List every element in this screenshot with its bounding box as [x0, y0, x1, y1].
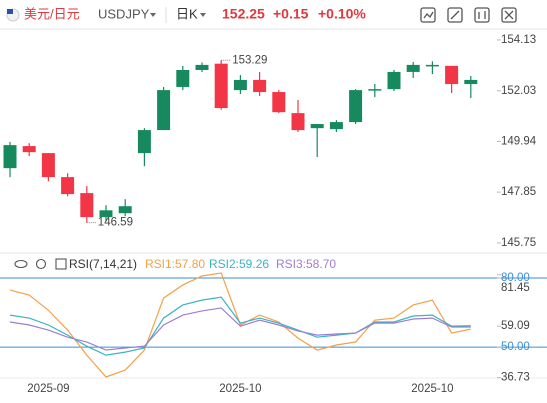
- candle-body: [368, 89, 382, 91]
- y-tick-label: 152.03: [501, 85, 536, 97]
- candle-body: [176, 69, 190, 87]
- x-tick-label: 2025-10: [411, 383, 453, 395]
- y-tick-label: 59.09: [501, 320, 530, 332]
- y-tick-label: 80.00: [501, 272, 530, 284]
- candle-body: [272, 92, 286, 113]
- candle-body: [99, 210, 113, 218]
- x-tick-label: 2025-09: [27, 383, 69, 395]
- candle-body: [387, 71, 401, 90]
- params-icon[interactable]: [55, 258, 67, 270]
- y-tick-label: 36.73: [501, 372, 530, 384]
- y-tick-label: 154.13: [501, 34, 536, 46]
- candle-body: [195, 64, 209, 70]
- candle-body: [61, 177, 75, 195]
- pair-name: 美元/日元: [24, 6, 80, 21]
- candle-body: [41, 153, 55, 178]
- flag-icon: [7, 9, 13, 14]
- settings-icon[interactable]: [35, 258, 47, 270]
- y-tick-label: 147.85: [501, 186, 536, 198]
- draw-icon: [450, 10, 460, 20]
- indicator-button[interactable]: [420, 7, 436, 23]
- rsi-line: [9, 272, 471, 378]
- fullscreen-icon: [504, 10, 514, 20]
- y-tick-label: 145.75: [501, 237, 536, 249]
- symbol[interactable]: USDJPY: [98, 6, 150, 21]
- rsi-line: [9, 296, 471, 356]
- dropdown-arrow[interactable]: [150, 13, 156, 17]
- rsi-line: [9, 307, 471, 351]
- candle-body: [233, 79, 247, 91]
- legend-entry: RSI3:58.70: [276, 257, 336, 271]
- candle-body: [214, 63, 228, 109]
- x-tick-label: 2025-10: [219, 383, 261, 395]
- indicator-icon: [423, 11, 434, 19]
- min-label: 146.59: [98, 217, 133, 229]
- candle-body: [22, 146, 36, 153]
- candle-body: [118, 206, 132, 214]
- candle-body: [349, 90, 363, 123]
- price: 152.25: [222, 6, 265, 22]
- change-pct: +0.10%: [318, 6, 366, 22]
- candle-body: [329, 122, 343, 130]
- candle-body: [464, 79, 478, 85]
- change: +0.15: [273, 6, 309, 22]
- candle-body: [291, 113, 305, 131]
- candle-body: [425, 64, 439, 67]
- period[interactable]: 日K: [176, 6, 198, 21]
- y-tick-label: 50.00: [501, 341, 530, 353]
- draw-button[interactable]: [447, 7, 463, 23]
- legend-entry: RSI2:59.26: [209, 257, 269, 271]
- candle-body: [137, 130, 151, 154]
- legend-entry: RSI1:57.80: [145, 257, 205, 271]
- dropdown-arrow[interactable]: [200, 13, 206, 17]
- candle-body: [445, 65, 459, 85]
- candle-body: [3, 145, 17, 169]
- rsi-title: RSI(7,14,21): [69, 257, 137, 271]
- visibility-icon[interactable]: [14, 259, 28, 269]
- y-tick-label: 149.94: [501, 136, 537, 148]
- max-label: 153.29: [232, 54, 267, 66]
- candle-body: [80, 193, 94, 218]
- fullscreen-button[interactable]: [501, 7, 517, 23]
- candle-body: [310, 124, 324, 129]
- y-tick-label: 81.45: [501, 282, 530, 294]
- settings-icon: [478, 11, 486, 19]
- candle-body: [406, 64, 420, 72]
- candle-body: [253, 79, 267, 93]
- settings-button[interactable]: [474, 7, 490, 23]
- candle-body: [157, 90, 171, 131]
